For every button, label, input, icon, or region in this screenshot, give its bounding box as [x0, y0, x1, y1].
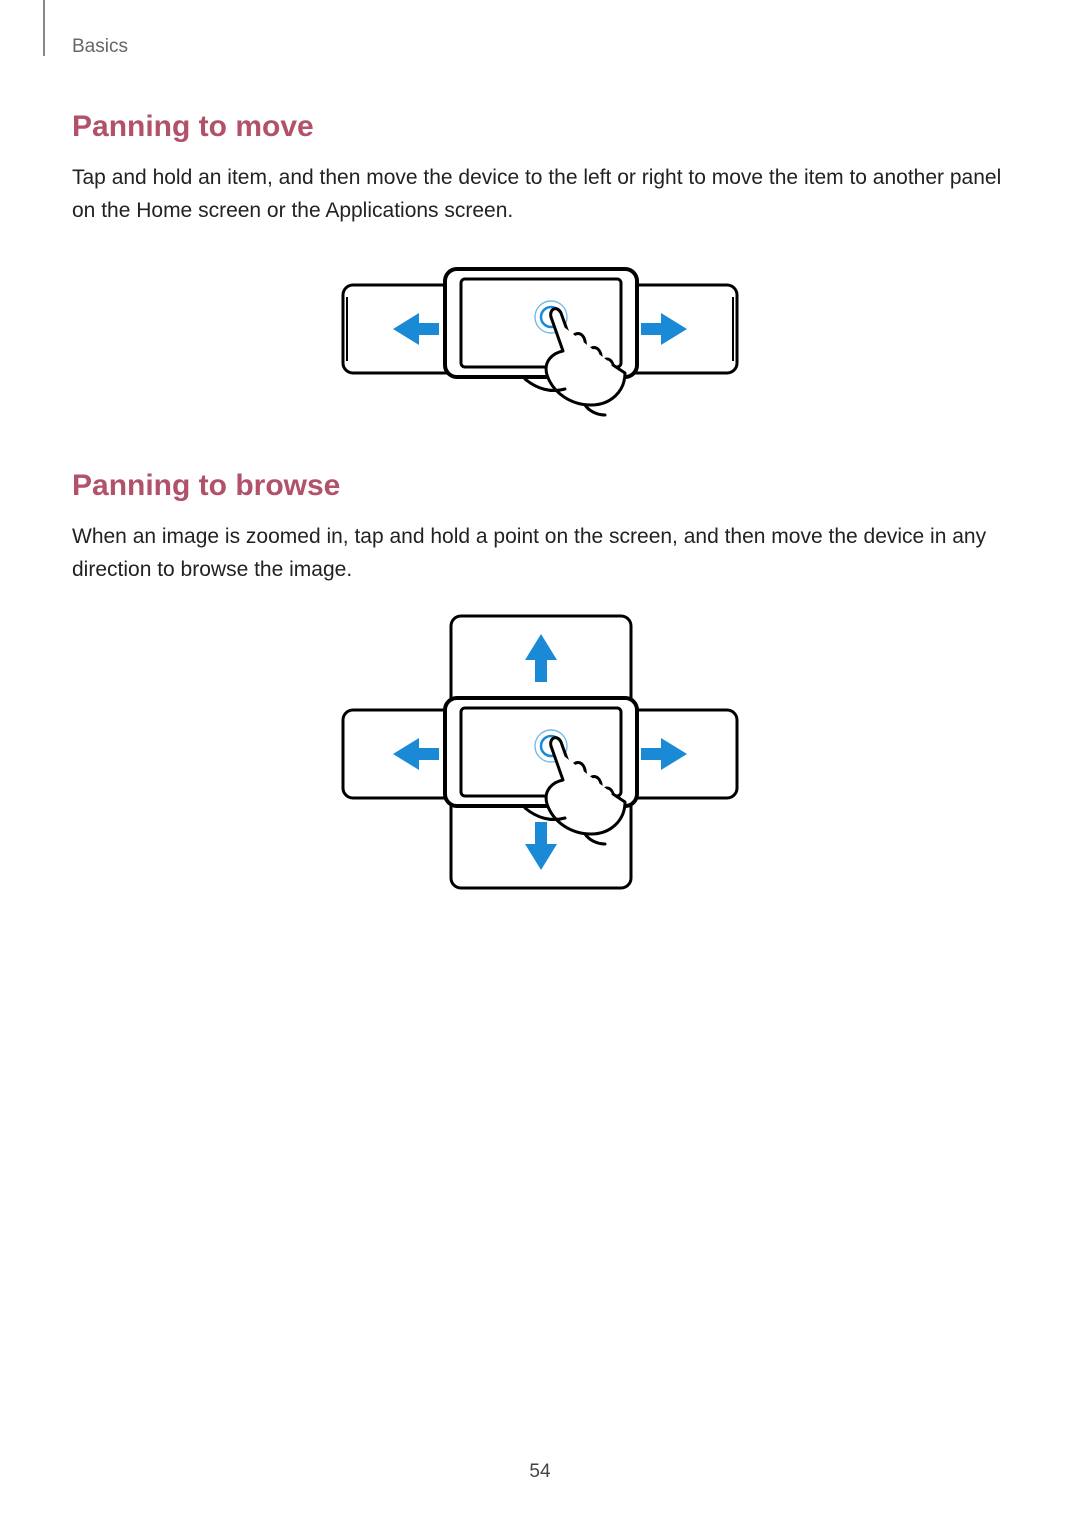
- panning-browse-svg: [325, 598, 755, 918]
- header-section-label: Basics: [72, 36, 128, 58]
- section-heading-panning-move: Panning to move: [72, 110, 1008, 144]
- page-left-rule: [43, 0, 45, 56]
- page-number: 54: [0, 1461, 1080, 1483]
- illustration-panning-move: [72, 239, 1008, 419]
- section-body-panning-move: Tap and hold an item, and then move the …: [72, 162, 1008, 227]
- arrow-left-icon: [393, 313, 439, 345]
- arrow-right-icon: [641, 313, 687, 345]
- illustration-panning-browse: [72, 598, 1008, 918]
- arrow-right-icon-2: [641, 738, 687, 770]
- panning-move-svg: [325, 239, 755, 419]
- section-heading-panning-browse: Panning to browse: [72, 469, 1008, 503]
- section-body-panning-browse: When an image is zoomed in, tap and hold…: [72, 521, 1008, 586]
- arrow-left-icon-2: [393, 738, 439, 770]
- page-content: Panning to move Tap and hold an item, an…: [0, 0, 1080, 918]
- arrow-up-icon: [525, 634, 557, 682]
- arrow-down-icon: [525, 822, 557, 870]
